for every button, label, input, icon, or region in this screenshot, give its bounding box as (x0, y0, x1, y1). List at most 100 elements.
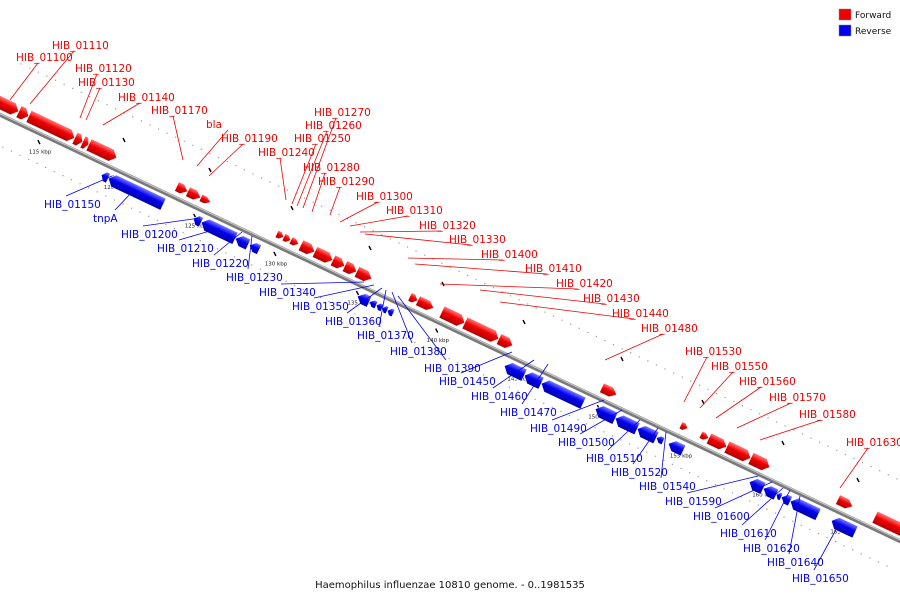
forward-gene[interactable] (297, 239, 317, 257)
forward-gene[interactable] (311, 246, 335, 265)
gene-label-hib-01350[interactable]: HIB_01350 (292, 301, 349, 313)
gene-label-hib-01460[interactable]: HIB_01460 (471, 391, 528, 403)
gene-label-hib-01440[interactable]: HIB_01440 (612, 308, 669, 320)
gene-label-hib-01510[interactable]: HIB_01510 (586, 453, 643, 465)
gene-label-hib-01130[interactable]: HIB_01130 (78, 77, 135, 89)
forward-gene[interactable] (79, 135, 92, 151)
gene-label-hib-01650[interactable]: HIB_01650 (792, 573, 849, 585)
gene-label-hib-01620[interactable]: HIB_01620 (743, 543, 800, 555)
gene-label-hib-01300[interactable]: HIB_01300 (356, 191, 413, 203)
gene-label-hib-01520[interactable]: HIB_01520 (611, 467, 668, 479)
gene-label-hib-01220[interactable]: HIB_01220 (192, 258, 249, 270)
gene-label-hib-01260[interactable]: HIB_01260 (305, 120, 362, 132)
reverse-gene[interactable] (539, 378, 587, 410)
forward-gene[interactable] (341, 260, 359, 277)
forward-gene[interactable] (723, 440, 754, 464)
forward-gene[interactable] (698, 430, 710, 442)
forward-gene[interactable] (288, 236, 300, 248)
gene-label-hib-01290[interactable]: HIB_01290 (318, 176, 375, 188)
reverse-gene[interactable] (635, 423, 660, 445)
gene-label-hib-01190[interactable]: HIB_01190 (221, 133, 278, 145)
gene-label-hib-01630[interactable]: HIB_01630 (846, 437, 900, 449)
gene-label-hib-01310[interactable]: HIB_01310 (386, 205, 443, 217)
forward-gene[interactable] (415, 295, 435, 313)
forward-gene[interactable] (599, 382, 618, 400)
gene-label-hib-01390[interactable]: HIB_01390 (424, 363, 481, 375)
gene-label-hib-01330[interactable]: HIB_01330 (449, 234, 506, 246)
gene-label-hib-01360[interactable]: HIB_01360 (325, 316, 382, 328)
reverse-gene[interactable] (368, 298, 379, 310)
gene-label-hib-01140[interactable]: HIB_01140 (118, 92, 175, 104)
reverse-gene[interactable] (386, 307, 396, 318)
gene-label-hib-01450[interactable]: HIB_01450 (439, 376, 496, 388)
gene-label-hib-01500[interactable]: HIB_01500 (558, 437, 615, 449)
gene-label-hib-01170[interactable]: HIB_01170 (151, 105, 208, 117)
gene-label-hib-01100[interactable]: HIB_01100 (16, 52, 73, 64)
gene-label-hib-01480[interactable]: HIB_01480 (641, 323, 698, 335)
forward-gene[interactable] (461, 316, 502, 345)
forward-gene[interactable] (185, 186, 202, 203)
gene-label-hib-01420[interactable]: HIB_01420 (556, 278, 613, 290)
gene-label-hib-01380[interactable]: HIB_01380 (390, 346, 447, 358)
gene-label-hib-01210[interactable]: HIB_01210 (157, 243, 214, 255)
gene-label-hib-01470[interactable]: HIB_01470 (500, 407, 557, 419)
gene-label-hib-01230[interactable]: HIB_01230 (226, 272, 283, 284)
forward-gene[interactable] (407, 292, 420, 305)
gene-label-hib-01110[interactable]: HIB_01110 (52, 40, 109, 52)
gene-label-hib-01430[interactable]: HIB_01430 (583, 293, 640, 305)
gene-label-hib-01250[interactable]: HIB_01250 (294, 133, 351, 145)
gene-label-hib-01200[interactable]: HIB_01200 (121, 229, 178, 241)
forward-gene[interactable] (495, 333, 515, 351)
reverse-gene[interactable] (99, 170, 111, 184)
gene-label-hib-01150[interactable]: HIB_01150 (44, 199, 101, 211)
gene-label-hib-01340[interactable]: HIB_01340 (259, 287, 316, 299)
forward-gene[interactable] (871, 510, 900, 540)
forward-gene[interactable] (174, 181, 189, 197)
gene-label-hib-01600[interactable]: HIB_01600 (693, 511, 750, 523)
gene-label-hib-01400[interactable]: HIB_01400 (481, 249, 538, 261)
forward-gene[interactable] (438, 305, 468, 329)
gene-label-tnpa[interactable]: tnpA (93, 213, 118, 225)
reverse-gene[interactable] (522, 369, 545, 390)
forward-gene[interactable] (85, 138, 120, 164)
reverse-gene[interactable] (829, 515, 859, 539)
reverse-gene[interactable] (233, 233, 252, 251)
reverse-gene[interactable] (247, 240, 262, 255)
gene-label-hib-01490[interactable]: HIB_01490 (530, 423, 587, 435)
gene-label-hib-01540[interactable]: HIB_01540 (639, 481, 696, 493)
gene-label-hib-01570[interactable]: HIB_01570 (769, 392, 826, 404)
forward-gene[interactable] (274, 229, 285, 240)
gene-label-hib-01270[interactable]: HIB_01270 (314, 107, 371, 119)
gene-label-hib-01120[interactable]: HIB_01120 (75, 63, 132, 75)
forward-gene[interactable] (678, 421, 689, 432)
gene-label-bla[interactable]: bla (206, 119, 222, 131)
reverse-gene[interactable] (199, 216, 239, 245)
forward-gene[interactable] (71, 131, 86, 148)
gene-label-hib-01280[interactable]: HIB_01280 (303, 162, 360, 174)
reverse-gene[interactable] (761, 483, 780, 501)
reverse-gene[interactable] (788, 495, 822, 521)
forward-gene[interactable] (835, 494, 854, 512)
gene-label-hib-01560[interactable]: HIB_01560 (739, 376, 796, 388)
reverse-gene[interactable] (779, 492, 793, 507)
forward-gene[interactable] (747, 451, 773, 473)
reverse-gene[interactable] (502, 360, 528, 382)
gene-label-hib-01580[interactable]: HIB_01580 (799, 409, 856, 421)
gene-label-hib-01640[interactable]: HIB_01640 (767, 557, 824, 569)
reverse-gene[interactable] (593, 403, 619, 425)
forward-gene[interactable] (329, 254, 347, 271)
forward-gene[interactable] (353, 265, 374, 284)
gene-label-hib-01550[interactable]: HIB_01550 (711, 361, 768, 373)
gene-label-hib-01410[interactable]: HIB_01410 (525, 263, 582, 275)
gene-label-hib-01590[interactable]: HIB_01590 (665, 496, 722, 508)
gene-label-hib-01370[interactable]: HIB_01370 (357, 330, 414, 342)
reverse-gene[interactable] (666, 438, 687, 457)
reverse-gene[interactable] (613, 413, 641, 436)
forward-gene[interactable] (198, 193, 212, 206)
reverse-gene[interactable] (655, 434, 666, 446)
reverse-gene[interactable] (106, 172, 167, 211)
gene-label-hib-01610[interactable]: HIB_01610 (720, 528, 777, 540)
forward-gene[interactable] (15, 105, 32, 122)
forward-gene[interactable] (705, 432, 729, 452)
gene-label-hib-01240[interactable]: HIB_01240 (258, 147, 315, 159)
